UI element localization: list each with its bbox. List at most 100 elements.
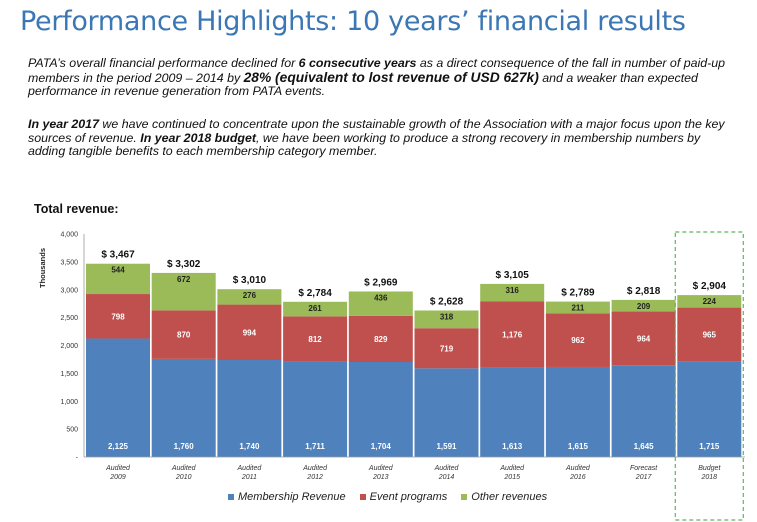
x-tick-label: 2013 [372, 474, 389, 481]
legend-swatch-membership [228, 494, 234, 500]
bar-segment [283, 316, 348, 362]
bar-segment [348, 315, 413, 363]
bar-segment [677, 295, 742, 308]
bar-segment [414, 328, 479, 369]
x-tick-label: Audited [105, 465, 131, 472]
bar-segment [545, 366, 610, 457]
x-tick-label: Budget [698, 465, 721, 472]
bar-value-label: 209 [637, 302, 651, 311]
x-tick-label: Audited [499, 465, 525, 472]
summary-paragraph-2: In year 2017 we have continued to concen… [28, 117, 725, 158]
bar-value-label: 1,711 [305, 442, 325, 451]
bar-value-label: 318 [440, 312, 454, 321]
bar-segment [414, 310, 479, 329]
bar-value-label: 211 [571, 304, 584, 313]
bar-value-label: 2,125 [108, 442, 129, 451]
y-tick-label: - [76, 455, 79, 462]
bar-segment [86, 338, 150, 457]
x-tick-label: 2012 [306, 474, 323, 481]
y-tick-label: 1,000 [60, 399, 78, 406]
bar-total-label: $ 2,789 [561, 288, 595, 299]
bar-value-label: 1,645 [634, 442, 655, 451]
bar-segment [86, 294, 150, 339]
legend-item-other: Other revenues [461, 491, 547, 503]
legend-label-events: Event programs [369, 491, 448, 503]
bar-value-label: 962 [571, 336, 585, 345]
page-title: Performance Highlights: 10 years’ financ… [20, 6, 686, 37]
x-tick-label: Audited [368, 465, 394, 472]
x-tick-label: Audited [434, 465, 460, 472]
bar-value-label: 1,760 [174, 442, 195, 451]
bar-segment [611, 365, 676, 457]
summary-paragraph-1: PATA’s overall financial performance dec… [28, 56, 726, 98]
bar-segment [151, 310, 216, 359]
bar-value-label: 1,176 [502, 330, 523, 339]
bar-value-label: 1,715 [699, 442, 720, 451]
y-tick-label: 3,000 [60, 287, 78, 294]
bar-segment [611, 311, 676, 366]
bar-total-label: $ 2,969 [364, 277, 398, 288]
bar-segment [151, 272, 216, 311]
y-tick-label: 500 [66, 427, 78, 434]
bar-segment [677, 361, 742, 457]
bar-segment [348, 362, 413, 457]
x-tick-label: 2015 [503, 474, 520, 481]
bar-value-label: 965 [703, 330, 717, 339]
x-tick-label: 2014 [438, 474, 455, 481]
x-tick-label: 2017 [635, 474, 653, 481]
bar-value-label: 1,615 [568, 442, 589, 451]
y-tick-label: 4,000 [60, 232, 78, 239]
y-tick-label: 2,500 [60, 315, 78, 322]
bar-total-label: $ 3,105 [496, 270, 530, 281]
chart-legend: Membership Revenue Event programs Other … [228, 491, 608, 503]
bar-value-label: 812 [308, 335, 322, 344]
x-tick-label: 2009 [109, 474, 126, 481]
y-tick-label: 2,000 [60, 343, 78, 350]
bar-total-label: $ 2,818 [627, 286, 661, 297]
bar-value-label: 964 [637, 334, 651, 343]
x-tick-label: Audited [237, 465, 263, 472]
bar-total-label: $ 2,628 [430, 296, 464, 307]
bar-segment [611, 299, 676, 312]
legend-label-membership: Membership Revenue [238, 491, 346, 503]
bar-segment [480, 367, 545, 457]
bar-segment [86, 263, 150, 295]
legend-item-events: Event programs [359, 491, 448, 503]
x-tick-label: 2018 [701, 474, 718, 481]
bar-segment [414, 368, 479, 457]
y-axis-title: Thousands [38, 248, 47, 288]
total-revenue-label: Total revenue: [34, 202, 119, 216]
bar-value-label: 436 [374, 293, 388, 302]
legend-swatch-other [461, 494, 468, 500]
x-tick-label: 2011 [241, 474, 257, 481]
legend-swatch-events [359, 494, 366, 500]
bar-segment [545, 313, 610, 367]
x-tick-label: Audited [302, 465, 328, 472]
bar-value-label: 1,591 [436, 442, 457, 451]
legend-item-membership: Membership Revenue [228, 491, 346, 503]
bar-segment [283, 361, 348, 457]
bar-total-label: $ 2,784 [298, 288, 332, 299]
bar-value-label: 829 [374, 335, 388, 344]
bar-segment [283, 301, 348, 317]
bar-segment [217, 289, 282, 305]
bar-segment [480, 301, 545, 368]
x-tick-label: 2016 [569, 474, 586, 481]
bar-value-label: 224 [703, 297, 717, 306]
budget-highlight-box [674, 231, 744, 521]
bar-value-label: 1,613 [502, 442, 523, 451]
bar-value-label: 1,740 [239, 442, 260, 451]
bar-value-label: 316 [506, 286, 520, 295]
bar-value-label: 994 [243, 328, 257, 337]
bar-value-label: 261 [308, 304, 322, 313]
bar-value-label: 870 [177, 331, 191, 340]
bar-value-label: 672 [177, 275, 191, 284]
bar-segment [480, 283, 545, 302]
bar-value-label: 798 [111, 312, 125, 321]
bar-segment [677, 307, 742, 362]
x-tick-label: Forecast [630, 465, 658, 472]
bar-total-label: $ 3,467 [101, 250, 135, 261]
bar-total-label: $ 3,010 [233, 275, 267, 286]
y-tick-label: 3,500 [60, 259, 78, 266]
bar-value-label: 276 [243, 291, 257, 300]
